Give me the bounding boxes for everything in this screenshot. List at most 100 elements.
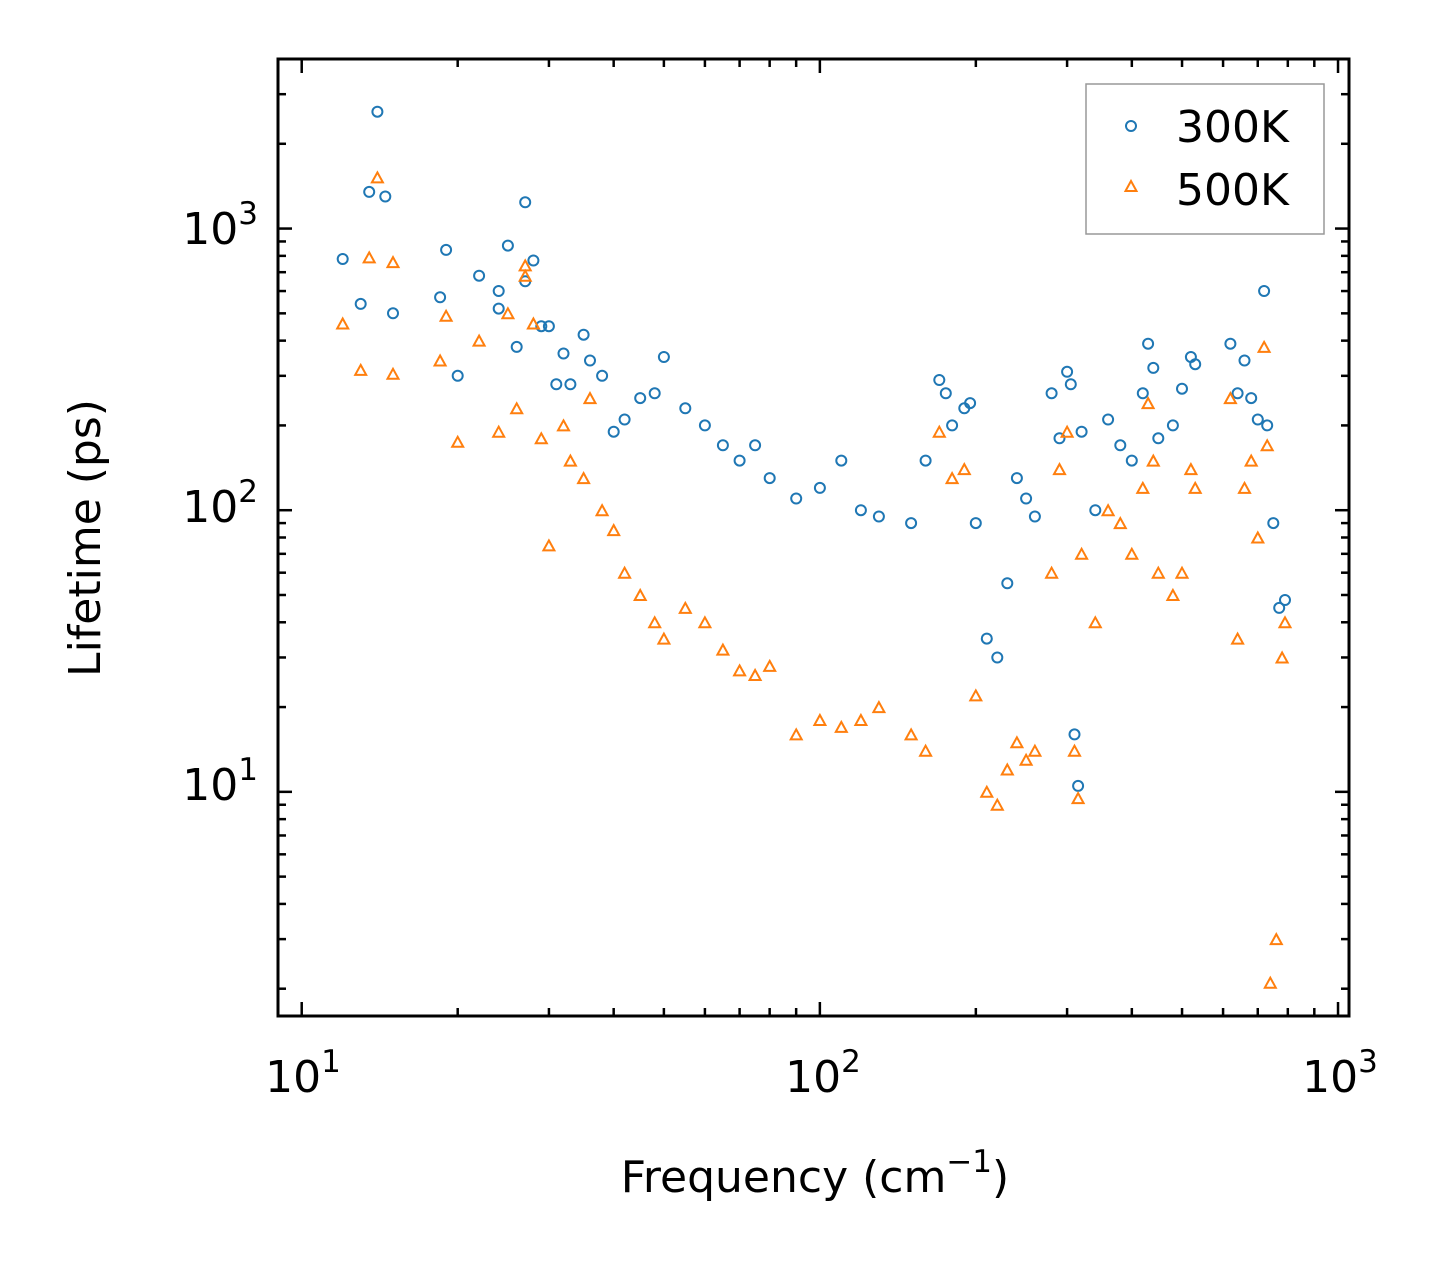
- data-point-500K: [647, 615, 662, 629]
- x-tick-label: 101: [265, 1044, 341, 1103]
- legend-marker-500k: [1123, 178, 1139, 192]
- data-point-500K: [1100, 503, 1116, 517]
- data-point-300K: [1045, 387, 1058, 400]
- data-point-500K: [1027, 743, 1043, 757]
- data-point-300K: [1189, 358, 1202, 371]
- data-point-500K: [432, 353, 448, 367]
- data-point-500K: [633, 587, 648, 601]
- data-point-300K: [527, 254, 540, 267]
- data-point-500K: [450, 434, 465, 448]
- data-point-300K: [969, 517, 982, 530]
- data-point-500K: [834, 719, 849, 733]
- data-point-300K: [1001, 577, 1014, 590]
- data-point-500K: [918, 743, 933, 757]
- data-point-300K: [648, 387, 661, 400]
- data-point-500K: [500, 306, 516, 320]
- data-point-500K: [903, 727, 919, 741]
- data-point-500K: [1018, 752, 1034, 766]
- data-point-300K: [1231, 387, 1244, 400]
- data-point-500K: [853, 712, 869, 726]
- series-500K: [335, 170, 1293, 989]
- data-point-500K: [1052, 462, 1067, 476]
- data-point-300K: [1273, 601, 1286, 614]
- data-point-300K: [1147, 361, 1160, 374]
- data-point-500K: [335, 316, 350, 330]
- data-point-500K: [1088, 615, 1103, 629]
- data-point-500K: [353, 362, 368, 376]
- data-point-300K: [492, 285, 505, 297]
- data-point-300K: [1251, 413, 1264, 426]
- data-point-500K: [534, 431, 549, 445]
- data-point-300K: [1152, 432, 1165, 445]
- y-tick-label: 102: [182, 474, 258, 533]
- data-point-500K: [1140, 396, 1156, 410]
- data-point-500K: [1263, 975, 1278, 989]
- data-point-500K: [1009, 735, 1025, 749]
- data-point-500K: [509, 401, 524, 415]
- data-point-300K: [933, 374, 946, 386]
- data-point-300K: [854, 504, 867, 517]
- data-point-300K: [964, 397, 977, 410]
- data-point-300K: [434, 291, 447, 304]
- data-point-300K: [905, 517, 918, 530]
- data-point-300K: [336, 253, 349, 265]
- data-point-500K: [576, 471, 591, 485]
- data-point-500K: [1174, 565, 1190, 579]
- data-point-300K: [872, 510, 885, 523]
- data-point-300K: [657, 351, 670, 363]
- data-point-500K: [1059, 424, 1075, 438]
- data-point-500K: [1070, 791, 1086, 805]
- legend-marker-300k: [1125, 120, 1137, 132]
- data-point-300K: [618, 413, 631, 426]
- data-point-300K: [634, 392, 647, 405]
- data-point-300K: [363, 185, 376, 198]
- data-point-300K: [1166, 419, 1179, 432]
- data-point-300K: [1258, 285, 1271, 297]
- x-tick-label: 102: [785, 1044, 861, 1103]
- data-point-500K: [932, 424, 947, 438]
- data-point-300K: [1279, 594, 1291, 606]
- data-point-500K: [812, 712, 828, 726]
- x-axis-label: Frequency (cm−1): [621, 1144, 1009, 1203]
- data-point-300K: [510, 340, 523, 353]
- data-point-500K: [715, 642, 731, 656]
- data-point-300K: [387, 307, 399, 320]
- data-point-500K: [617, 565, 632, 579]
- data-point-300K: [501, 239, 514, 252]
- data-point-500K: [1274, 650, 1290, 664]
- data-point-500K: [385, 366, 401, 380]
- data-point-300K: [991, 651, 1004, 664]
- plot-border: [276, 57, 1351, 1018]
- data-point-300K: [763, 472, 776, 485]
- y-axis-label: Lifetime (ps): [60, 399, 111, 677]
- data-point-300K: [542, 320, 555, 333]
- data-point-500K: [1256, 339, 1272, 353]
- y-tick-label: 103: [182, 196, 258, 255]
- data-point-300K: [1064, 378, 1077, 391]
- data-point-300K: [716, 439, 729, 452]
- data-point-300K: [440, 243, 453, 256]
- data-point-300K: [679, 402, 692, 415]
- data-point-300K: [451, 369, 464, 382]
- data-point-300K: [698, 419, 711, 432]
- data-point-500K: [990, 797, 1005, 811]
- data-point-300K: [1245, 392, 1258, 405]
- data-point-300K: [813, 481, 826, 494]
- data-point-300K: [1072, 779, 1085, 792]
- data-point-300K: [379, 190, 392, 203]
- legend-label-500k: 500K: [1176, 165, 1290, 216]
- data-point-500K: [732, 663, 747, 677]
- data-point-500K: [1244, 453, 1259, 467]
- data-point-300K: [1136, 387, 1149, 400]
- legend-box: [1085, 83, 1325, 235]
- data-point-300K: [1020, 492, 1033, 505]
- data-point-300K: [1238, 354, 1251, 367]
- data-point-500K: [1260, 438, 1275, 452]
- data-point-500K: [526, 316, 541, 330]
- data-point-300K: [596, 369, 609, 382]
- data-point-500K: [362, 250, 377, 264]
- data-point-500K: [1183, 462, 1199, 476]
- data-point-500K: [678, 600, 693, 614]
- data-point-500K: [1188, 480, 1203, 494]
